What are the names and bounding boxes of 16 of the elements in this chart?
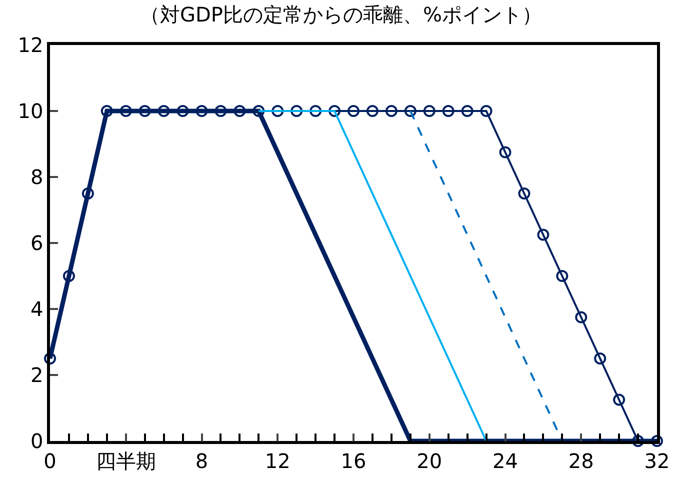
chart-title: （対GDP比の定常からの乖離、%ポイント）	[140, 2, 542, 26]
x-tick-label: 32	[644, 448, 670, 473]
y-tick-label: 0	[30, 429, 44, 453]
x-tick-label: 16	[340, 448, 366, 473]
x-tick-label: 24	[492, 448, 518, 473]
y-tick-label: 4	[30, 297, 44, 321]
y-tick-label: 2	[30, 363, 44, 387]
x-tick-label: 20	[416, 448, 442, 473]
x-tick-label: 28	[568, 448, 594, 473]
y-tick-label: 8	[30, 165, 44, 189]
x-tick-label: 12	[264, 448, 290, 473]
y-tick-label: 10	[18, 99, 44, 123]
x-tick-label: 8	[195, 448, 208, 473]
y-tick-label: 12	[18, 33, 44, 57]
x-tick-label: 四半期	[96, 448, 156, 473]
y-tick-label: 6	[30, 231, 44, 255]
